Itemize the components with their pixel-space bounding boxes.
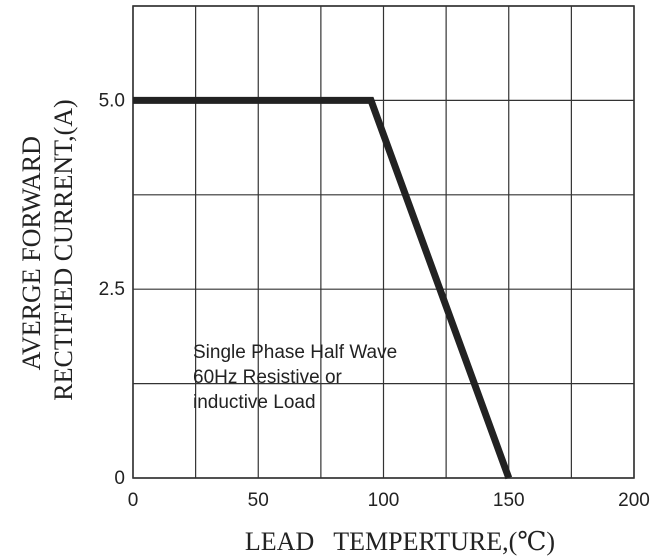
y-tick-label: 5.0	[99, 90, 125, 111]
y-axis-title-line-1: AVERGE FORWARD	[17, 136, 46, 370]
y-axis-title: AVERGE FORWARD RECTIFIED CURRENT,(A)	[17, 99, 78, 400]
y-axis-title-line-2: RECTIFIED CURRENT,(A)	[49, 99, 78, 400]
grid	[132, 5, 635, 479]
y-tick-label: 2.5	[99, 279, 125, 300]
y-tick-label: 0	[114, 468, 125, 489]
chart-annotation: Single Phase Half Wave 60Hz Resistive or…	[193, 342, 402, 413]
annotation-line-2: 60Hz Resistive or	[193, 367, 343, 388]
x-tick-label: 150	[493, 490, 525, 511]
x-axis-title: LEAD TEMPERTURE,(℃)	[245, 527, 555, 556]
x-tick-label: 0	[128, 490, 139, 511]
x-tick-label: 50	[248, 490, 269, 511]
x-tick-label: 200	[618, 490, 650, 511]
plot-frame	[132, 5, 635, 479]
annotation-line-1: Single Phase Half Wave	[193, 342, 397, 363]
tick-labels: 0 50 100 150 200 0 2.5 5.0	[99, 90, 650, 511]
x-tick-label: 100	[368, 490, 400, 511]
annotation-line-3: inductive Load	[193, 392, 316, 413]
series-line	[133, 96, 513, 480]
